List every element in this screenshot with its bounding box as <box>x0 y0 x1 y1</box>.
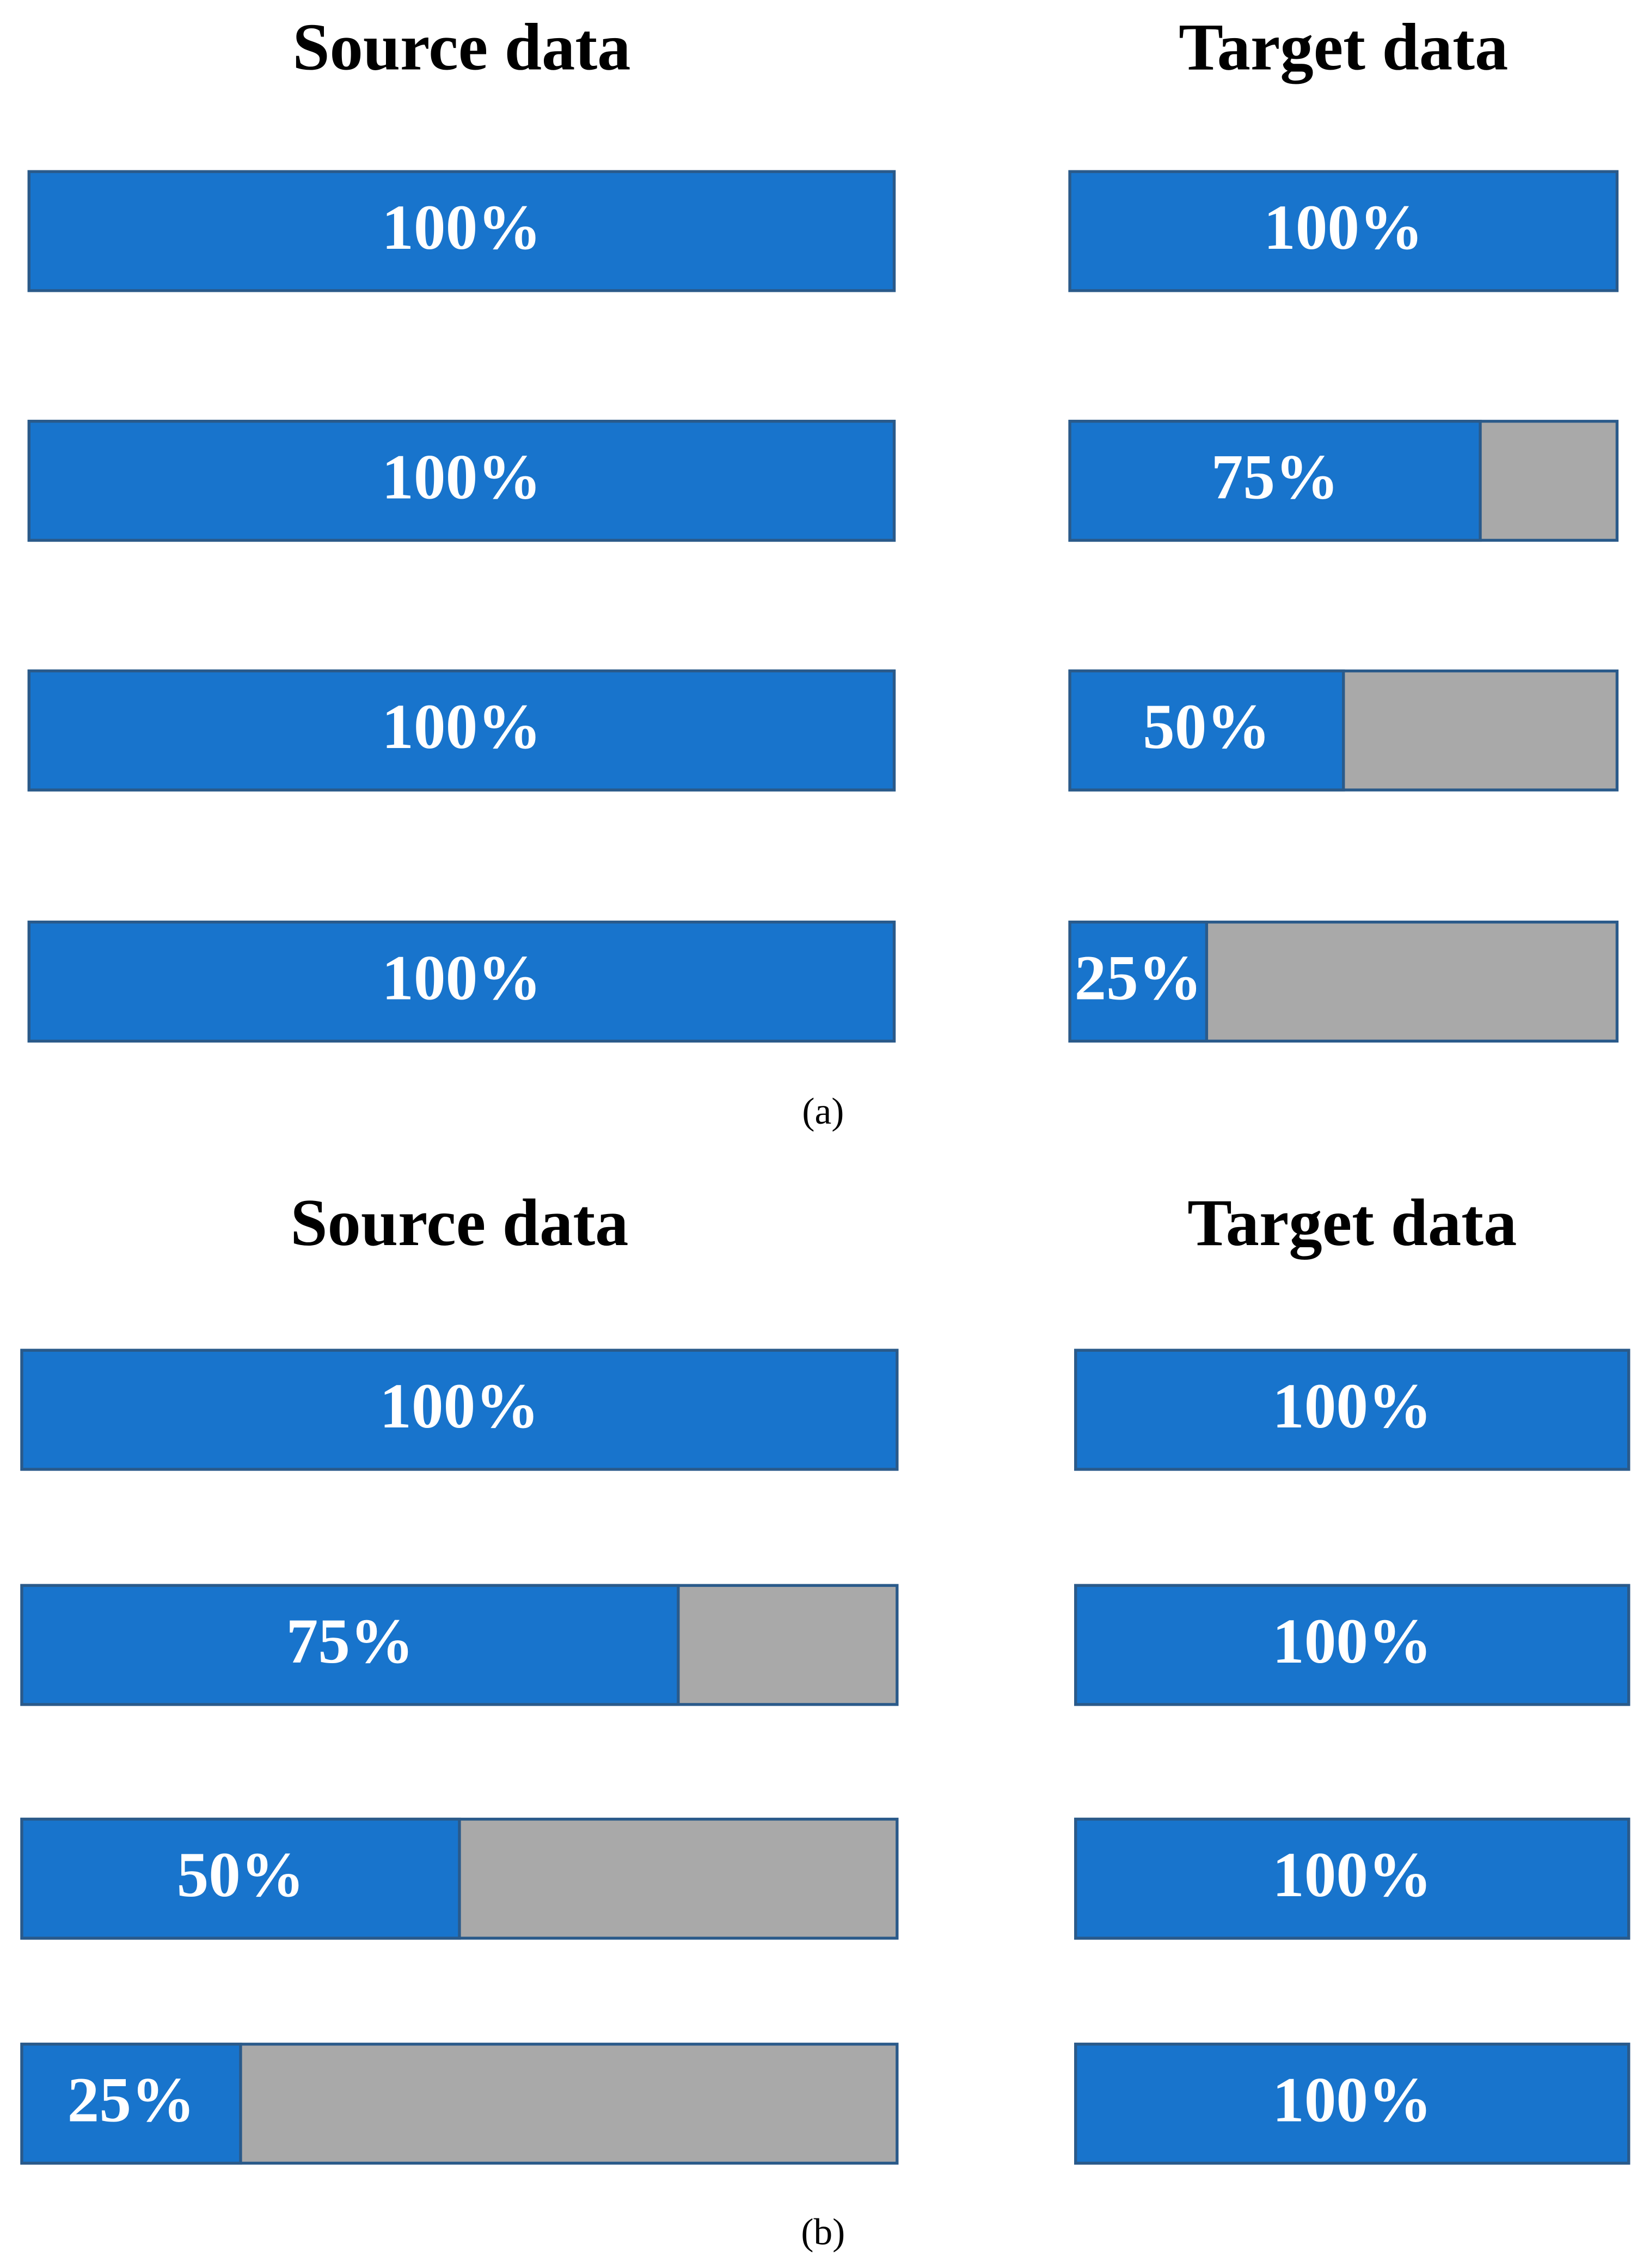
bar <box>1074 2043 1630 2165</box>
value-label: 100% <box>1272 1606 1432 1677</box>
value-label: 100% <box>1264 192 1423 263</box>
chart-title: Source data <box>290 1186 628 1260</box>
bar <box>1068 669 1345 792</box>
bar <box>20 1348 899 1471</box>
bar <box>20 2043 242 2165</box>
bar <box>27 170 896 292</box>
bar <box>20 1817 461 1940</box>
value-label: 75% <box>1211 442 1339 512</box>
value-label: 100% <box>382 442 541 512</box>
caption: (b) <box>801 2211 845 2253</box>
value-label: 100% <box>1272 1371 1432 1442</box>
chart-title: Target data <box>1187 1186 1517 1260</box>
value-label: 100% <box>382 942 541 1013</box>
bar <box>27 420 896 542</box>
value-label: 50% <box>1143 691 1271 762</box>
bar <box>20 1584 680 1706</box>
bar <box>1068 921 1209 1043</box>
bar <box>27 921 896 1043</box>
bar <box>1068 170 1619 292</box>
bar <box>1074 1584 1630 1706</box>
caption: (a) <box>802 1090 844 1132</box>
chart-title: Source data <box>292 10 630 84</box>
value-label: 25% <box>1074 942 1202 1013</box>
bar <box>1074 1348 1630 1471</box>
bar <box>1074 1817 1630 1940</box>
value-label: 50% <box>177 1840 305 1910</box>
value-label: 75% <box>286 1606 414 1677</box>
value-label: 100% <box>1272 1840 1432 1910</box>
value-label: 100% <box>382 691 541 762</box>
bar <box>1068 420 1482 542</box>
value-label: 25% <box>68 2064 195 2135</box>
value-label: 100% <box>382 192 541 263</box>
value-label: 100% <box>1272 2064 1432 2135</box>
value-label: 100% <box>379 1371 539 1442</box>
bar <box>27 669 896 792</box>
chart-title: Target data <box>1179 10 1508 84</box>
